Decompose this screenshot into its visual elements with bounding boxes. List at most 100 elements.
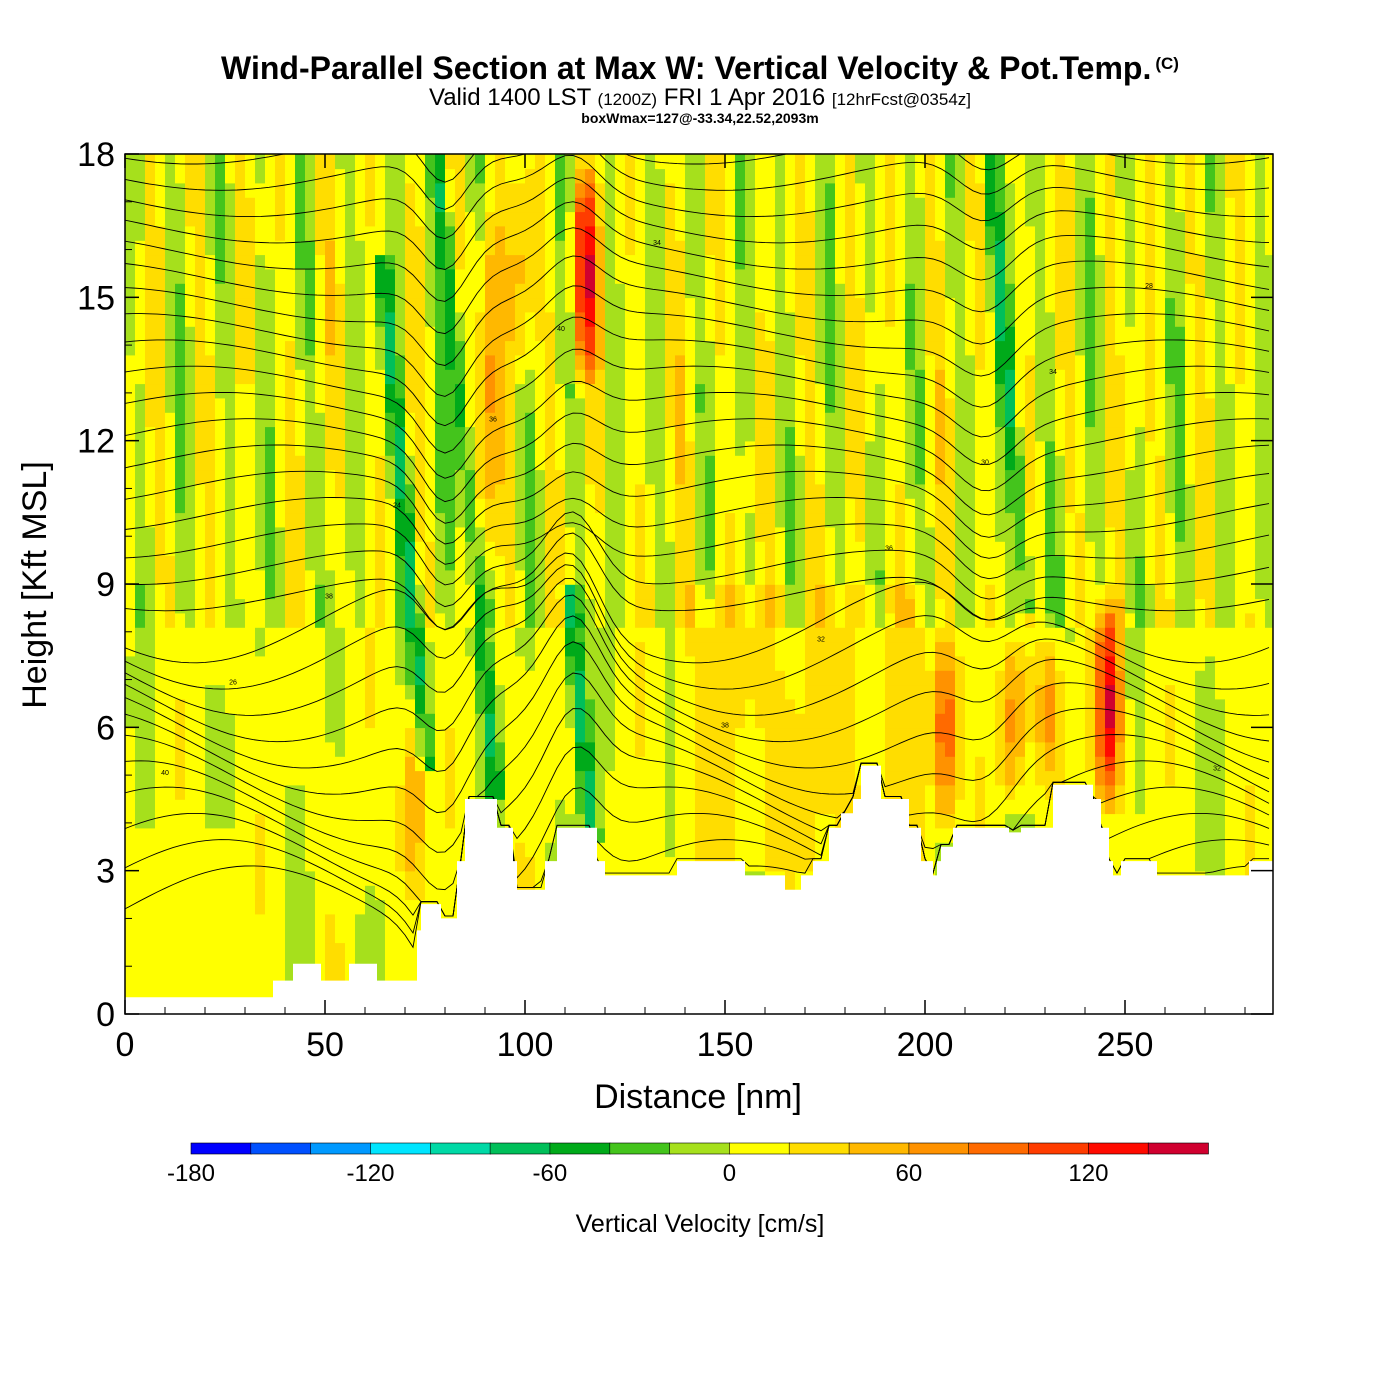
velocity-cell bbox=[945, 154, 956, 170]
velocity-cell bbox=[285, 784, 296, 800]
velocity-cell bbox=[875, 655, 886, 671]
velocity-cell bbox=[345, 684, 356, 700]
velocity-cell bbox=[795, 541, 806, 557]
velocity-cell bbox=[735, 498, 746, 514]
velocity-cell bbox=[515, 168, 526, 184]
velocity-cell bbox=[815, 240, 826, 256]
velocity-cell bbox=[855, 383, 866, 399]
velocity-cell bbox=[665, 440, 676, 456]
velocity-cell bbox=[505, 727, 516, 743]
velocity-cell bbox=[555, 655, 566, 671]
velocity-cell bbox=[925, 756, 936, 772]
velocity-cell bbox=[525, 799, 536, 815]
velocity-cell bbox=[835, 397, 846, 413]
velocity-cell bbox=[485, 741, 496, 757]
velocity-cell bbox=[595, 268, 606, 284]
velocity-cell bbox=[635, 168, 646, 184]
velocity-cell bbox=[675, 541, 686, 557]
velocity-cell bbox=[775, 641, 786, 657]
velocity-cell bbox=[135, 870, 146, 886]
velocity-cell bbox=[555, 268, 566, 284]
velocity-cell bbox=[485, 670, 496, 686]
velocity-cell bbox=[335, 354, 346, 370]
velocity-cell bbox=[165, 827, 176, 843]
velocity-cell bbox=[485, 584, 496, 600]
velocity-cell bbox=[765, 813, 776, 829]
velocity-cell bbox=[905, 412, 916, 428]
velocity-cell bbox=[675, 311, 686, 327]
velocity-cell bbox=[635, 455, 646, 471]
velocity-cell bbox=[685, 197, 696, 213]
velocity-cell bbox=[875, 383, 886, 399]
velocity-cell bbox=[335, 369, 346, 385]
velocity-cell bbox=[645, 211, 656, 227]
velocity-cell bbox=[465, 483, 476, 499]
velocity-cell bbox=[255, 698, 266, 714]
velocity-cell bbox=[335, 498, 346, 514]
velocity-cell bbox=[175, 440, 186, 456]
velocity-cell bbox=[515, 870, 526, 886]
velocity-cell bbox=[485, 483, 496, 499]
velocity-cell bbox=[565, 598, 576, 614]
velocity-cell bbox=[295, 469, 306, 485]
velocity-cell bbox=[795, 297, 806, 313]
velocity-cell bbox=[305, 684, 316, 700]
velocity-cell bbox=[285, 397, 296, 413]
velocity-cell bbox=[515, 813, 526, 829]
velocity-cell bbox=[455, 268, 466, 284]
velocity-cell bbox=[545, 483, 556, 499]
velocity-cell bbox=[705, 326, 716, 342]
velocity-cell bbox=[125, 985, 136, 1001]
velocity-cell bbox=[935, 383, 946, 399]
velocity-cell bbox=[195, 369, 206, 385]
velocity-cell bbox=[265, 827, 276, 843]
velocity-cell bbox=[445, 397, 456, 413]
velocity-cell bbox=[205, 842, 216, 858]
velocity-cell bbox=[365, 784, 376, 800]
velocity-cell bbox=[165, 598, 176, 614]
velocity-cell bbox=[505, 197, 516, 213]
velocity-cell bbox=[395, 612, 406, 628]
velocity-cell bbox=[445, 283, 456, 299]
velocity-cell bbox=[365, 799, 376, 815]
velocity-cell bbox=[125, 942, 136, 958]
velocity-cell bbox=[135, 512, 146, 528]
velocity-cell bbox=[745, 440, 756, 456]
velocity-cell bbox=[295, 756, 306, 772]
velocity-cell bbox=[225, 899, 236, 915]
velocity-cell bbox=[355, 627, 366, 643]
velocity-cell bbox=[425, 827, 436, 843]
velocity-cell bbox=[565, 397, 576, 413]
velocity-cell bbox=[205, 541, 216, 557]
velocity-cell bbox=[505, 383, 516, 399]
velocity-cell bbox=[695, 225, 706, 241]
velocity-cell bbox=[405, 842, 416, 858]
velocity-cell bbox=[135, 670, 146, 686]
velocity-cell bbox=[425, 641, 436, 657]
velocity-cell bbox=[135, 469, 146, 485]
velocity-cell bbox=[195, 971, 206, 987]
velocity-cell bbox=[595, 182, 606, 198]
velocity-cell bbox=[195, 885, 206, 901]
velocity-cell bbox=[585, 354, 596, 370]
velocity-cell bbox=[485, 383, 496, 399]
velocity-cell bbox=[915, 469, 926, 485]
velocity-cell bbox=[555, 784, 566, 800]
velocity-cell bbox=[775, 526, 786, 542]
velocity-cell bbox=[595, 555, 606, 571]
velocity-cell bbox=[405, 340, 416, 356]
velocity-cell bbox=[655, 311, 666, 327]
velocity-cell bbox=[455, 526, 466, 542]
velocity-cell bbox=[425, 541, 436, 557]
velocity-cell bbox=[545, 713, 556, 729]
velocity-cell bbox=[415, 584, 426, 600]
velocity-cell bbox=[925, 555, 936, 571]
velocity-cell bbox=[685, 326, 696, 342]
velocity-cell bbox=[165, 698, 176, 714]
velocity-cell bbox=[215, 655, 226, 671]
velocity-cell bbox=[525, 612, 536, 628]
velocity-cell bbox=[555, 311, 566, 327]
velocity-cell bbox=[215, 168, 226, 184]
velocity-cell bbox=[565, 197, 576, 213]
velocity-cell bbox=[915, 684, 926, 700]
